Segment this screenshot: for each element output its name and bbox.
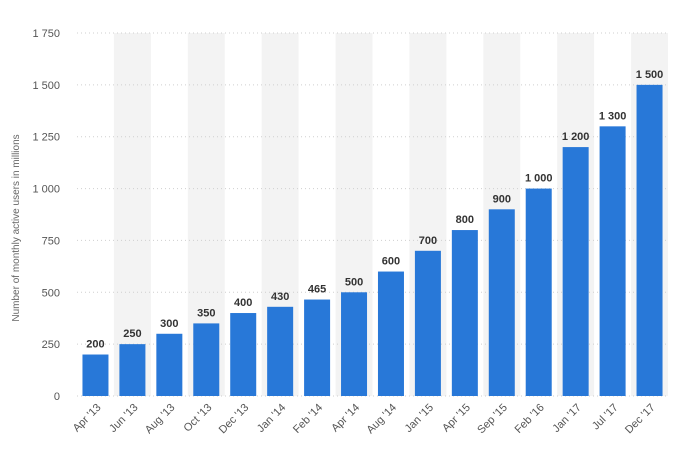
data-label: 1 500 (636, 69, 664, 81)
data-label: 465 (308, 284, 326, 296)
x-tick-label: Jan '14 (255, 402, 288, 435)
x-tick-label: Jan '17 (550, 402, 583, 435)
data-label: 600 (382, 256, 400, 268)
x-tick-label: Apr '14 (329, 402, 362, 435)
y-tick-label: 1 000 (32, 184, 60, 196)
x-axis-ticks: Apr '13 Jun '13 Aug '13 Oct '13 Dec '13 Jan '… (71, 402, 658, 437)
y-tick-label: 1 250 (32, 132, 60, 144)
y-axis-title: Number of monthly active users in millio… (11, 134, 22, 321)
x-tick-label: Feb '16 (513, 402, 547, 436)
data-label: 200 (86, 339, 104, 351)
y-axis-ticks: 0 250 500 750 1 000 1 250 1 500 1 750 (32, 28, 60, 403)
background-band (113, 33, 151, 396)
bar (193, 323, 220, 396)
x-tick-label: Feb '14 (291, 402, 325, 436)
x-tick-label: Apr '15 (440, 402, 473, 435)
x-tick-label: Sep '15 (475, 402, 510, 437)
bar (451, 230, 478, 396)
x-tick-label: Dec '17 (623, 402, 658, 437)
bar (414, 250, 441, 396)
bar (82, 354, 109, 396)
bar (488, 209, 515, 396)
bar (156, 333, 183, 396)
y-tick-label: 0 (54, 391, 60, 403)
x-tick-label: Apr '13 (71, 402, 104, 435)
x-tick-label: Dec '13 (217, 402, 252, 437)
data-label: 1 200 (562, 131, 590, 143)
y-tick-label: 500 (42, 287, 60, 299)
data-label: 800 (456, 214, 474, 226)
x-tick-label: Jun '13 (107, 402, 140, 435)
y-tick-label: 750 (42, 235, 60, 247)
y-tick-label: 250 (42, 339, 60, 351)
bar (636, 84, 663, 396)
data-label: 1 000 (525, 173, 553, 185)
bars (82, 84, 663, 396)
data-labels: 200 250 300 350 400 430 465 500 600 700 800 900 1 00… (86, 69, 663, 351)
bar (230, 313, 257, 396)
x-tick-label: Jan '15 (403, 402, 436, 435)
bar (341, 292, 368, 396)
y-tick-label: 1 500 (32, 80, 60, 92)
bar (267, 306, 294, 396)
bar (377, 271, 404, 396)
data-label: 900 (493, 193, 511, 205)
data-label: 700 (419, 235, 437, 247)
x-tick-label: Oct '13 (182, 402, 215, 435)
bar (599, 126, 626, 396)
bar (525, 188, 552, 396)
data-label: 1 300 (599, 110, 627, 122)
bar (119, 344, 146, 396)
data-label: 350 (197, 307, 215, 319)
data-label: 400 (234, 297, 252, 309)
x-tick-label: Aug '14 (364, 402, 399, 437)
x-tick-label: Aug '13 (143, 402, 178, 437)
data-label: 300 (160, 318, 178, 330)
data-label: 250 (123, 328, 141, 340)
x-tick-label: Jul '17 (590, 402, 621, 433)
bar (304, 299, 331, 396)
data-label: 500 (345, 276, 363, 288)
data-label: 430 (271, 291, 289, 303)
bar (562, 147, 589, 396)
y-tick-label: 1 750 (32, 28, 60, 40)
